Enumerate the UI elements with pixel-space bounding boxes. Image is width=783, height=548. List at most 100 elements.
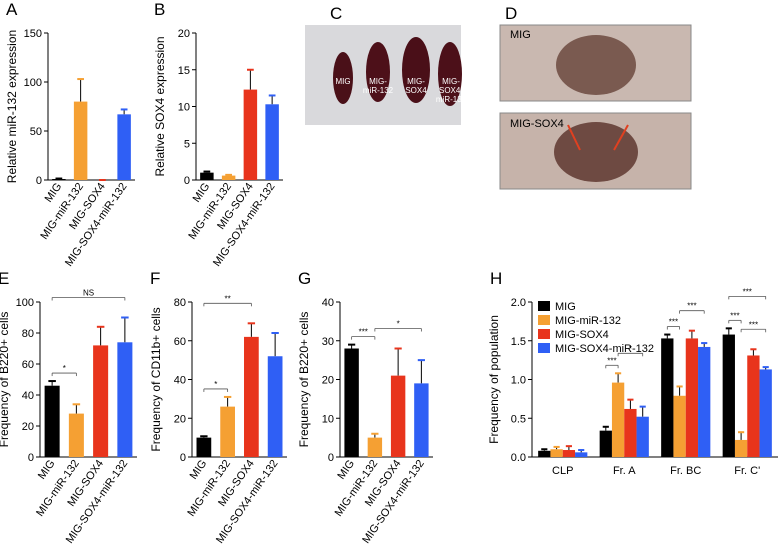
bar xyxy=(698,346,711,457)
y-tick-label: 0.5 xyxy=(511,413,526,425)
photo-detail xyxy=(556,35,636,95)
arrow xyxy=(567,124,581,151)
panel-letter: H xyxy=(490,269,502,288)
photo-detail xyxy=(554,122,638,182)
significance-label: * xyxy=(629,344,632,353)
legend-label: MIG-SOX4-miR-132 xyxy=(555,343,654,355)
bar xyxy=(243,89,258,180)
bar xyxy=(685,338,699,457)
legend-label: MIG-SOX4 xyxy=(555,329,609,341)
spleen xyxy=(438,42,462,106)
significance-label: *** xyxy=(607,356,616,365)
bar xyxy=(44,385,60,457)
spleen xyxy=(402,37,430,103)
bar xyxy=(367,437,383,457)
y-tick-label: 40 xyxy=(322,297,334,309)
y-tick-label: 5 xyxy=(184,138,190,150)
bar xyxy=(747,355,760,457)
y-tick-label: 40 xyxy=(22,390,34,402)
significance-label: *** xyxy=(687,302,696,311)
significance-label: *** xyxy=(669,318,678,327)
bar xyxy=(117,342,133,457)
bar xyxy=(759,369,772,457)
significance-label: * xyxy=(214,380,217,389)
spleen xyxy=(366,42,390,102)
y-tick-label: 80 xyxy=(174,297,186,309)
y-axis-title: Frequency of CD11b+ cells xyxy=(149,307,163,451)
x-tick-label: MIG xyxy=(188,458,210,482)
bar xyxy=(267,356,283,457)
panel-letter: C xyxy=(330,4,342,23)
legend-label: MIG-miR-132 xyxy=(555,315,621,327)
bar xyxy=(221,175,236,180)
spleen xyxy=(333,52,353,104)
y-tick-label: 0 xyxy=(328,452,334,464)
legend-label: MIG xyxy=(555,301,576,313)
photo-label: SOX4- xyxy=(439,86,463,95)
bar xyxy=(68,413,84,457)
y-tick-label: 15 xyxy=(178,65,190,77)
y-tick-label: 20 xyxy=(178,28,190,40)
bar xyxy=(414,383,429,457)
legend-swatch xyxy=(538,343,550,353)
legend-swatch xyxy=(538,315,550,325)
y-tick-label: 10 xyxy=(178,102,190,114)
panel-letter: A xyxy=(6,0,18,19)
bar xyxy=(562,450,576,457)
bar xyxy=(220,406,235,457)
y-tick-label: 2.0 xyxy=(511,297,526,309)
significance-label: *** xyxy=(730,311,739,320)
photo-label: miR-132 xyxy=(436,95,467,104)
panel-letter: G xyxy=(298,269,311,288)
y-tick-label: 50 xyxy=(30,126,42,138)
bar xyxy=(550,449,563,457)
x-tick-label: Fr. C' xyxy=(734,465,760,477)
photo-label: MIG xyxy=(510,29,531,41)
photo-label: SOX4 xyxy=(405,86,427,95)
bar xyxy=(117,114,131,180)
bar xyxy=(52,179,66,180)
photo-label: MIG xyxy=(335,77,350,86)
photo-label: miR-132 xyxy=(363,86,394,95)
legend-swatch xyxy=(538,301,550,311)
bar xyxy=(93,345,109,457)
y-tick-label: 20 xyxy=(22,421,34,433)
photo-label: MIG- xyxy=(369,77,387,86)
y-axis-title: Frequency of population xyxy=(487,315,501,444)
significance-label: * xyxy=(63,364,66,373)
y-tick-label: 1.0 xyxy=(511,375,526,387)
panel-letter: E xyxy=(0,269,9,288)
photo-label: MIG- xyxy=(442,77,460,86)
bar xyxy=(624,408,637,457)
photo-label: MIG- xyxy=(407,77,425,86)
bar xyxy=(73,101,88,180)
panel-letter: F xyxy=(150,269,160,288)
bar xyxy=(390,375,406,457)
x-tick-label: MIG xyxy=(36,458,58,482)
bar xyxy=(200,172,214,180)
bar xyxy=(599,430,612,457)
y-tick-label: 0.0 xyxy=(511,452,526,464)
x-tick-label: Fr. A xyxy=(613,465,636,477)
y-tick-label: 80 xyxy=(22,328,34,340)
bar xyxy=(636,416,649,457)
bar xyxy=(265,104,279,180)
x-tick-label: MIG xyxy=(335,458,357,482)
y-tick-label: 20 xyxy=(174,413,186,425)
y-tick-label: 30 xyxy=(322,336,334,348)
photo-label: MIG-SOX4 xyxy=(510,118,564,130)
bar xyxy=(611,382,625,457)
bar xyxy=(344,348,359,457)
bar xyxy=(575,452,588,457)
y-tick-label: 0 xyxy=(184,175,190,187)
y-tick-label: 20 xyxy=(322,375,334,387)
y-tick-label: 0 xyxy=(36,175,42,187)
significance-label: *** xyxy=(359,328,368,337)
bar xyxy=(196,437,212,457)
y-tick-label: 40 xyxy=(174,375,186,387)
y-tick-label: 100 xyxy=(24,77,42,89)
y-tick-label: 1.5 xyxy=(511,336,526,348)
arrow xyxy=(613,124,629,151)
significance-label: * xyxy=(397,320,400,329)
